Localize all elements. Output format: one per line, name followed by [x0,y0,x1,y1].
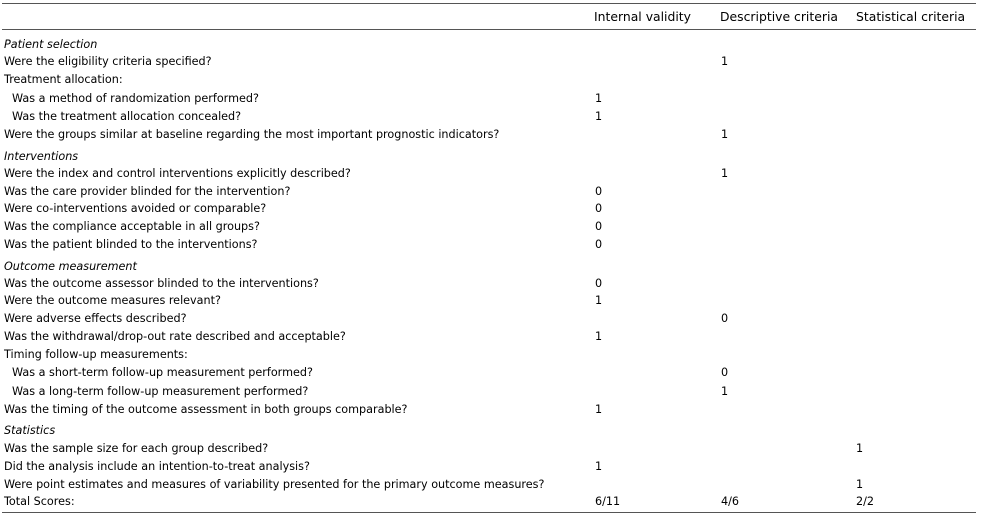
criterion-label: Were co-interventions avoided or compara… [4,202,267,215]
criterion-label: Was the care provider blinded for the in… [4,185,291,198]
section-heading: Outcome measurement [4,260,137,273]
criterion-label: Were the index and control interventions… [4,167,351,180]
internal-validity-score: 6/11 [595,495,621,508]
criterion-label: Was the withdrawal/drop-out rate describ… [4,330,346,343]
internal-validity-score: 0 [595,277,603,290]
table-row: Were the eligibility criteria specified?… [0,53,980,70]
column-header-statistical-criteria: Statistical criteria [856,9,966,24]
internal-validity-score: 1 [595,110,603,123]
table-row: Were co-interventions avoided or compara… [0,200,980,217]
descriptive-criteria-score: 1 [721,385,729,398]
criterion-label: Did the analysis include an intention-to… [4,460,310,473]
descriptive-criteria-score: 0 [721,366,729,379]
criterion-label: Was the sample size for each group descr… [4,442,269,455]
descriptive-criteria-score: 4/6 [721,495,740,508]
column-header-internal-validity: Internal validity [594,9,692,24]
table-row: Were the outcome measures relevant? 1 [0,292,980,309]
table-row: Was a short-term follow-up measurement p… [0,364,980,381]
internal-validity-score: 0 [595,220,603,233]
table-row: Was the outcome assessor blinded to the … [0,275,980,292]
table-row: Timing follow-up measurements: [0,346,980,363]
internal-validity-score: 0 [595,185,603,198]
internal-validity-score: 1 [595,92,603,105]
internal-validity-score: 1 [595,330,603,343]
table-row: Was the treatment allocation concealed? 1 [0,108,980,125]
criterion-label: Was the patient blinded to the intervent… [4,238,258,251]
descriptive-criteria-score: 1 [721,167,729,180]
criterion-label: Total Scores: [4,495,75,508]
criterion-label: Were point estimates and measures of var… [4,478,545,491]
section-heading: Statistics [4,424,56,437]
table-row: Were point estimates and measures of var… [0,476,980,493]
table-top-rule [2,3,976,4]
internal-validity-score: 1 [595,294,603,307]
table-row: Was a method of randomization performed?… [0,90,980,107]
descriptive-criteria-score: 0 [721,312,729,325]
table-row: Were the groups similar at baseline rega… [0,126,980,143]
section-heading: Interventions [4,150,79,163]
table-row: Was the withdrawal/drop-out rate describ… [0,328,980,345]
criterion-label: Was the timing of the outcome assessment… [4,403,408,416]
section-heading-row: Patient selection [0,36,980,53]
descriptive-criteria-score: 1 [721,128,729,141]
criterion-label: Was the compliance acceptable in all gro… [4,220,260,233]
table-row: Was the sample size for each group descr… [0,440,980,457]
criterion-label: Was a long-term follow-up measurement pe… [12,385,309,398]
table-row: Did the analysis include an intention-to… [0,458,980,475]
table-row: Was a long-term follow-up measurement pe… [0,383,980,400]
table-row: Were the index and control interventions… [0,165,980,182]
internal-validity-score: 0 [595,202,603,215]
criterion-label: Was a method of randomization performed? [12,92,259,105]
internal-validity-score: 1 [595,460,603,473]
table-header-rule [2,29,976,30]
criterion-label: Was the outcome assessor blinded to the … [4,277,319,290]
criterion-label: Were adverse effects described? [4,312,187,325]
statistical-criteria-score: 2/2 [856,495,875,508]
criterion-label: Were the eligibility criteria specified? [4,55,212,68]
table-row: Was the patient blinded to the intervent… [0,236,980,253]
criterion-label: Was a short-term follow-up measurement p… [12,366,313,379]
internal-validity-score: 0 [595,238,603,251]
section-heading-row: Statistics [0,422,980,439]
column-header-descriptive-criteria: Descriptive criteria [720,9,838,24]
table-row: Was the timing of the outcome assessment… [0,401,980,418]
criterion-label: Were the groups similar at baseline rega… [4,128,500,141]
table-row: Were adverse effects described? 0 [0,310,980,327]
descriptive-criteria-score: 1 [721,55,729,68]
table-bottom-rule [2,512,976,513]
statistical-criteria-score: 1 [856,442,864,455]
table-row: Was the compliance acceptable in all gro… [0,218,980,235]
section-heading-row: Interventions [0,148,980,165]
criterion-label: Treatment allocation: [4,73,123,86]
internal-validity-score: 1 [595,403,603,416]
statistical-criteria-score: 1 [856,478,864,491]
section-heading: Patient selection [4,38,98,51]
criterion-label: Were the outcome measures relevant? [4,294,221,307]
section-heading-row: Outcome measurement [0,258,980,275]
criterion-label: Timing follow-up measurements: [4,348,188,361]
table-row: Was the care provider blinded for the in… [0,183,980,200]
table-row: Treatment allocation: [0,71,980,88]
criterion-label: Was the treatment allocation concealed? [12,110,242,123]
table-row: Total Scores: 6/11 4/6 2/2 [0,493,980,510]
